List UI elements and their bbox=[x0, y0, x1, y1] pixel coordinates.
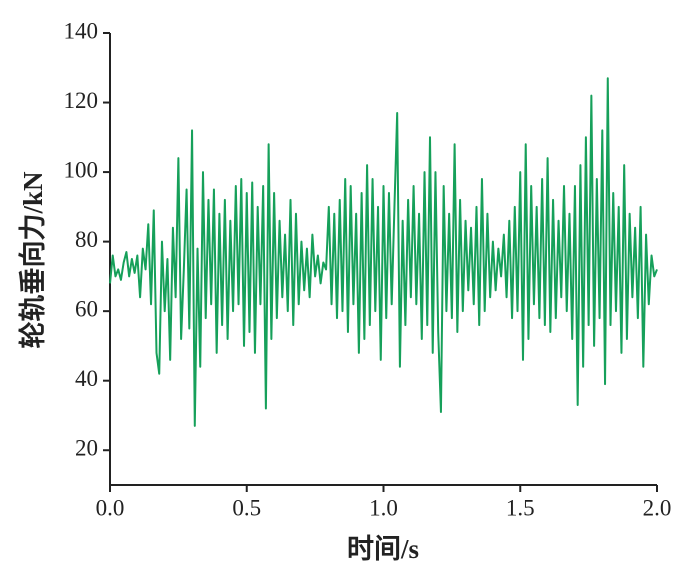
x-axis-title: 时间/s bbox=[347, 534, 419, 564]
y-tick-label: 120 bbox=[64, 88, 99, 113]
y-axis-title: 轮轨垂向力/kN bbox=[17, 171, 48, 349]
x-tick-label: 1.5 bbox=[506, 495, 535, 520]
data-line bbox=[109, 77, 658, 427]
y-tick-label: 20 bbox=[75, 436, 98, 461]
y-tick-label: 40 bbox=[75, 366, 98, 391]
x-tick-label: 0.0 bbox=[96, 495, 125, 520]
y-tick-label: 100 bbox=[64, 157, 99, 182]
y-tick-label: 80 bbox=[75, 227, 98, 252]
x-tick-label: 0.5 bbox=[232, 495, 261, 520]
y-tick-label: 60 bbox=[75, 296, 98, 321]
x-tick-label: 2.0 bbox=[643, 495, 672, 520]
y-tick-label: 140 bbox=[64, 18, 99, 43]
x-tick-label: 1.0 bbox=[369, 495, 398, 520]
